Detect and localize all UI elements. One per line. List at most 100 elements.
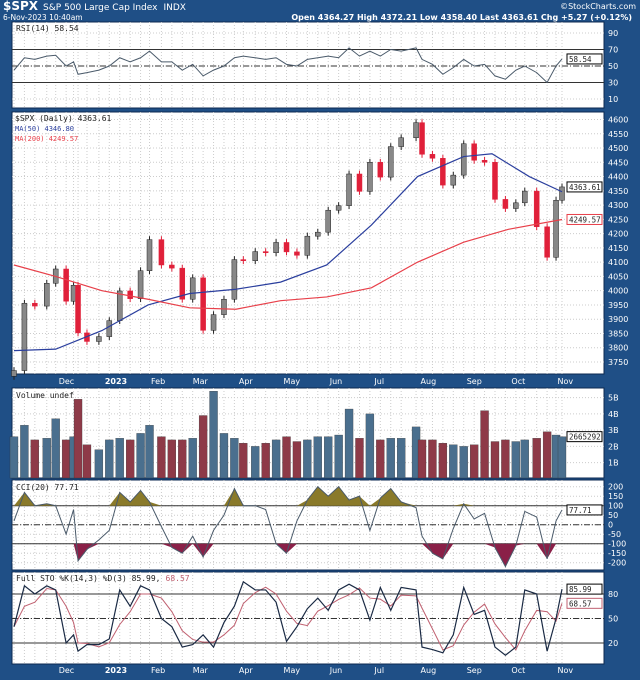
x-axis-label: Mar: [193, 377, 209, 386]
candle: [221, 298, 227, 315]
volume-bar: [459, 446, 468, 479]
candle: [32, 302, 38, 307]
symbol: $SPX: [3, 0, 39, 13]
x-axis-label: 2023: [105, 666, 127, 675]
price-tick-label: 4100: [608, 258, 628, 267]
candle: [533, 190, 540, 228]
candle: [429, 154, 436, 159]
volume-bar: [490, 441, 500, 479]
sto-k-last-value: 85.99: [569, 585, 592, 594]
candle: [210, 314, 217, 331]
price-tick-label: 4050: [608, 272, 628, 281]
price-tick-label: 4400: [608, 173, 628, 182]
rsi-tick-label: 70: [608, 46, 618, 55]
volume-bar: [365, 413, 375, 479]
cci-tick-label: 0: [608, 521, 613, 530]
sto-tick-label: 20: [608, 639, 618, 648]
volume-last-value-box: [566, 431, 603, 443]
x-axis-label: Aug: [421, 666, 437, 675]
price-legend: $SPX (Daily) 4363.61: [15, 114, 112, 123]
exchange: INDX: [163, 3, 185, 13]
ma50-legend: MA(50) 4346.80: [15, 125, 74, 133]
volume-bar: [542, 431, 552, 479]
candle: [315, 231, 321, 237]
volume-bar: [271, 439, 281, 479]
sto-legend: Full STO %K(14,3) %D(3) 85.99,: [16, 574, 161, 583]
cci-tick-label: -200: [608, 559, 626, 568]
candle: [460, 143, 467, 176]
volume-bar: [178, 439, 187, 479]
candle: [21, 302, 28, 371]
ma50-line: [13, 153, 563, 352]
sto-tick-label: 50: [608, 615, 618, 624]
rsi-tick-label: 90: [608, 29, 618, 38]
candle: [377, 162, 384, 178]
price-tick-label: 3900: [608, 315, 628, 324]
volume-bar: [261, 442, 270, 479]
volume-bar: [438, 442, 448, 479]
rsi-background: [11, 21, 605, 109]
x-axis-label: Dec: [59, 666, 74, 675]
x-axis-label: May: [284, 666, 301, 675]
volume-bar: [239, 442, 248, 479]
price-tick-label: 3950: [608, 301, 628, 310]
price-last-value-box: [566, 181, 603, 193]
sto-tick-label: 80: [608, 590, 618, 599]
volume-bar: [105, 439, 114, 479]
volume-bar: [532, 438, 541, 479]
candle: [335, 205, 342, 211]
candle: [481, 160, 488, 163]
volume-bar: [219, 433, 229, 479]
volume-bar: [136, 433, 145, 479]
volume-legend: Volume undef: [16, 391, 74, 400]
volume-bar: [157, 436, 166, 479]
price-tick-label: 4150: [608, 244, 628, 253]
volume-bar: [520, 439, 529, 479]
datetime: 6-Nov-2023 10:40am: [3, 13, 83, 22]
candle: [553, 199, 559, 258]
cci-line: [13, 485, 563, 568]
volume-bar: [30, 439, 39, 479]
candle: [44, 283, 50, 307]
ma200-last-value-box: [566, 213, 603, 225]
price-tick-label: 3750: [608, 358, 628, 367]
volume-bar: [251, 446, 260, 479]
price-tick-label: 4350: [608, 187, 628, 196]
candle: [273, 242, 279, 253]
volume-bar: [61, 439, 71, 479]
price-tick-label: 4450: [608, 158, 628, 167]
volume-bar: [511, 441, 520, 479]
candle: [513, 202, 519, 209]
candle: [440, 158, 446, 186]
volume-bar: [230, 438, 239, 479]
candle: [252, 251, 258, 261]
candle: [325, 209, 331, 233]
cci-tick-label: 150: [608, 492, 623, 501]
cci-legend: CCI(20) 77.71: [16, 483, 79, 492]
vol-tick-label: 4B: [608, 410, 619, 419]
cci-tick-label: 50: [608, 511, 618, 520]
candle: [502, 199, 509, 209]
candle: [413, 122, 419, 139]
volume-bar: [82, 444, 92, 479]
volume-bar: [209, 390, 218, 479]
candle: [283, 242, 290, 253]
x-axis-label: Jul: [373, 377, 384, 386]
volume-bar: [417, 439, 427, 479]
candle: [356, 173, 363, 192]
volume-last-value: 2665292: [569, 433, 601, 442]
rsi-line: [13, 47, 563, 84]
rsi-tick-label: 50: [608, 62, 618, 71]
panel-rsi: 10 30 50 70 90 RSI(14) 58.54 58.54: [11, 21, 618, 109]
candle: [559, 186, 565, 201]
x-axis-label: Oct: [511, 377, 525, 386]
rsi-tick-label: 30: [608, 79, 618, 88]
sto-d-legend: 68.57: [166, 574, 190, 583]
volume-bar: [397, 438, 406, 479]
candle: [471, 143, 477, 161]
candle: [96, 336, 102, 342]
index-name: S&P 500 Large Cap Index: [43, 3, 158, 13]
volume-bar: [313, 436, 322, 479]
x-axis-label: Jun: [329, 666, 343, 675]
volume-bar: [115, 438, 124, 479]
